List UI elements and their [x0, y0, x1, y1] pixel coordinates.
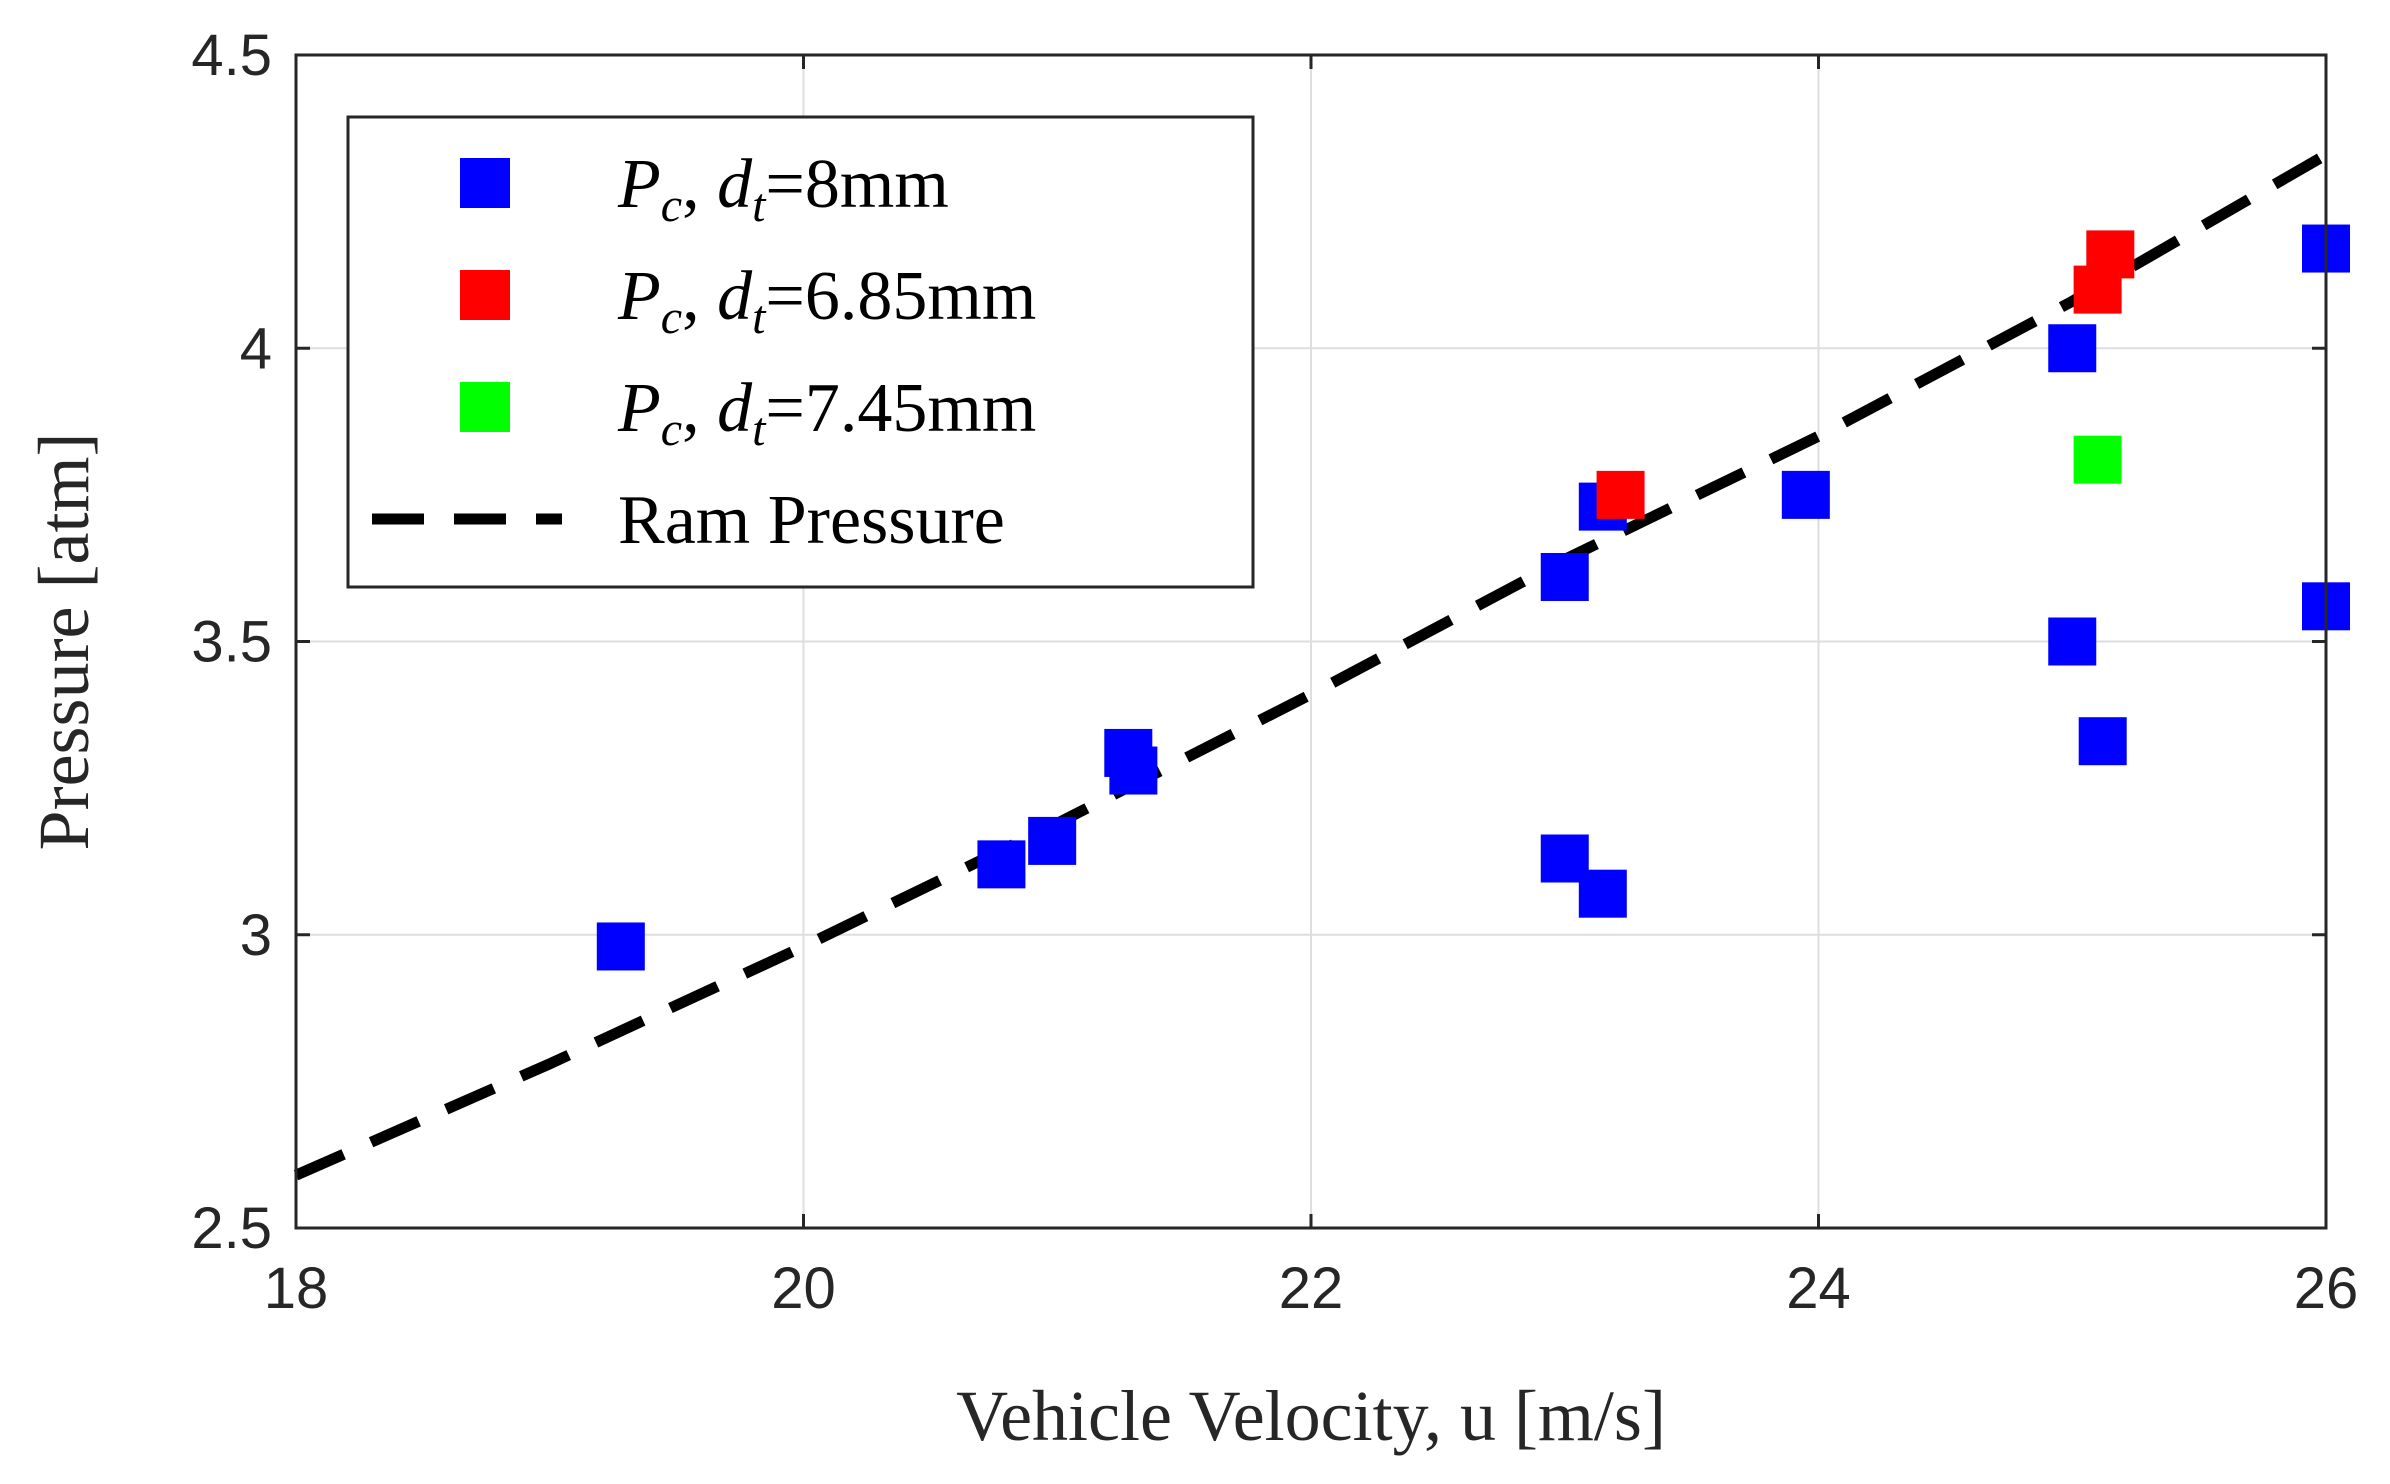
y-tick-label-4: 4.5: [191, 23, 272, 88]
data-point-s0-p12: [2078, 717, 2127, 766]
data-point-s0-p10: [2048, 324, 2097, 373]
y-tick-label-2: 3.5: [191, 610, 272, 675]
data-point-s2-p0: [2073, 435, 2122, 484]
axes-box: [294, 53, 2328, 1230]
legend-label-2: Pc, dt=7.45mm: [617, 370, 1036, 456]
x-tick-label-0: 18: [264, 1256, 329, 1321]
legend-label-3: Ram Pressure: [618, 482, 1005, 559]
x-axis-label: Vehicle Velocity, u [m/s]: [956, 1376, 1666, 1456]
data-point-s0-p0: [596, 922, 645, 971]
y-tick-label-0: 2.5: [191, 1196, 272, 1261]
legend-label-0: Pc, dt=8mm: [617, 146, 949, 232]
legend-swatch-0: [460, 158, 510, 208]
data-point-s0-p2: [1028, 816, 1077, 865]
tick-labels: 18 20 22 24 26 2.5 3 3.5 4 4.5: [191, 23, 2358, 1321]
legend: Pc, dt=8mm Pc, dt=6.85mm Pc, dt=7.45mm Ram …: [346, 115, 1255, 589]
ram-pressure-series: [293, 149, 2329, 1181]
legend-swatch-1: [460, 270, 510, 320]
x-tick-label-4: 26: [2294, 1256, 2359, 1321]
legend-label-1: Pc, dt=6.85mm: [617, 258, 1036, 344]
legend-entries: Pc, dt=8mm Pc, dt=6.85mm Pc, dt=7.45mm Ram …: [372, 146, 1036, 559]
y-axis-label: Pressure [atm]: [24, 433, 104, 851]
data-point-s0-p8: [1578, 869, 1627, 918]
ram-pressure-line: [293, 149, 2329, 1181]
scatter-points: [596, 224, 2350, 971]
data-point-s0-p1: [977, 840, 1026, 889]
data-point-s0-p5: [1540, 552, 1589, 601]
data-point-s1-p2: [2073, 265, 2122, 314]
data-point-s0-p11: [2048, 617, 2097, 666]
x-tick-label-2: 22: [1279, 1256, 1344, 1321]
x-tick-label-3: 24: [1786, 1256, 1851, 1321]
y-tick-label-3: 4: [240, 316, 272, 381]
y-tick-label-1: 3: [240, 903, 272, 968]
legend-swatch-2: [460, 382, 510, 432]
x-tick-label-1: 20: [771, 1256, 836, 1321]
data-point-s0-p4: [1109, 746, 1158, 795]
data-point-s0-p9: [1781, 470, 1830, 519]
data-point-s1-p0: [1596, 470, 1645, 519]
